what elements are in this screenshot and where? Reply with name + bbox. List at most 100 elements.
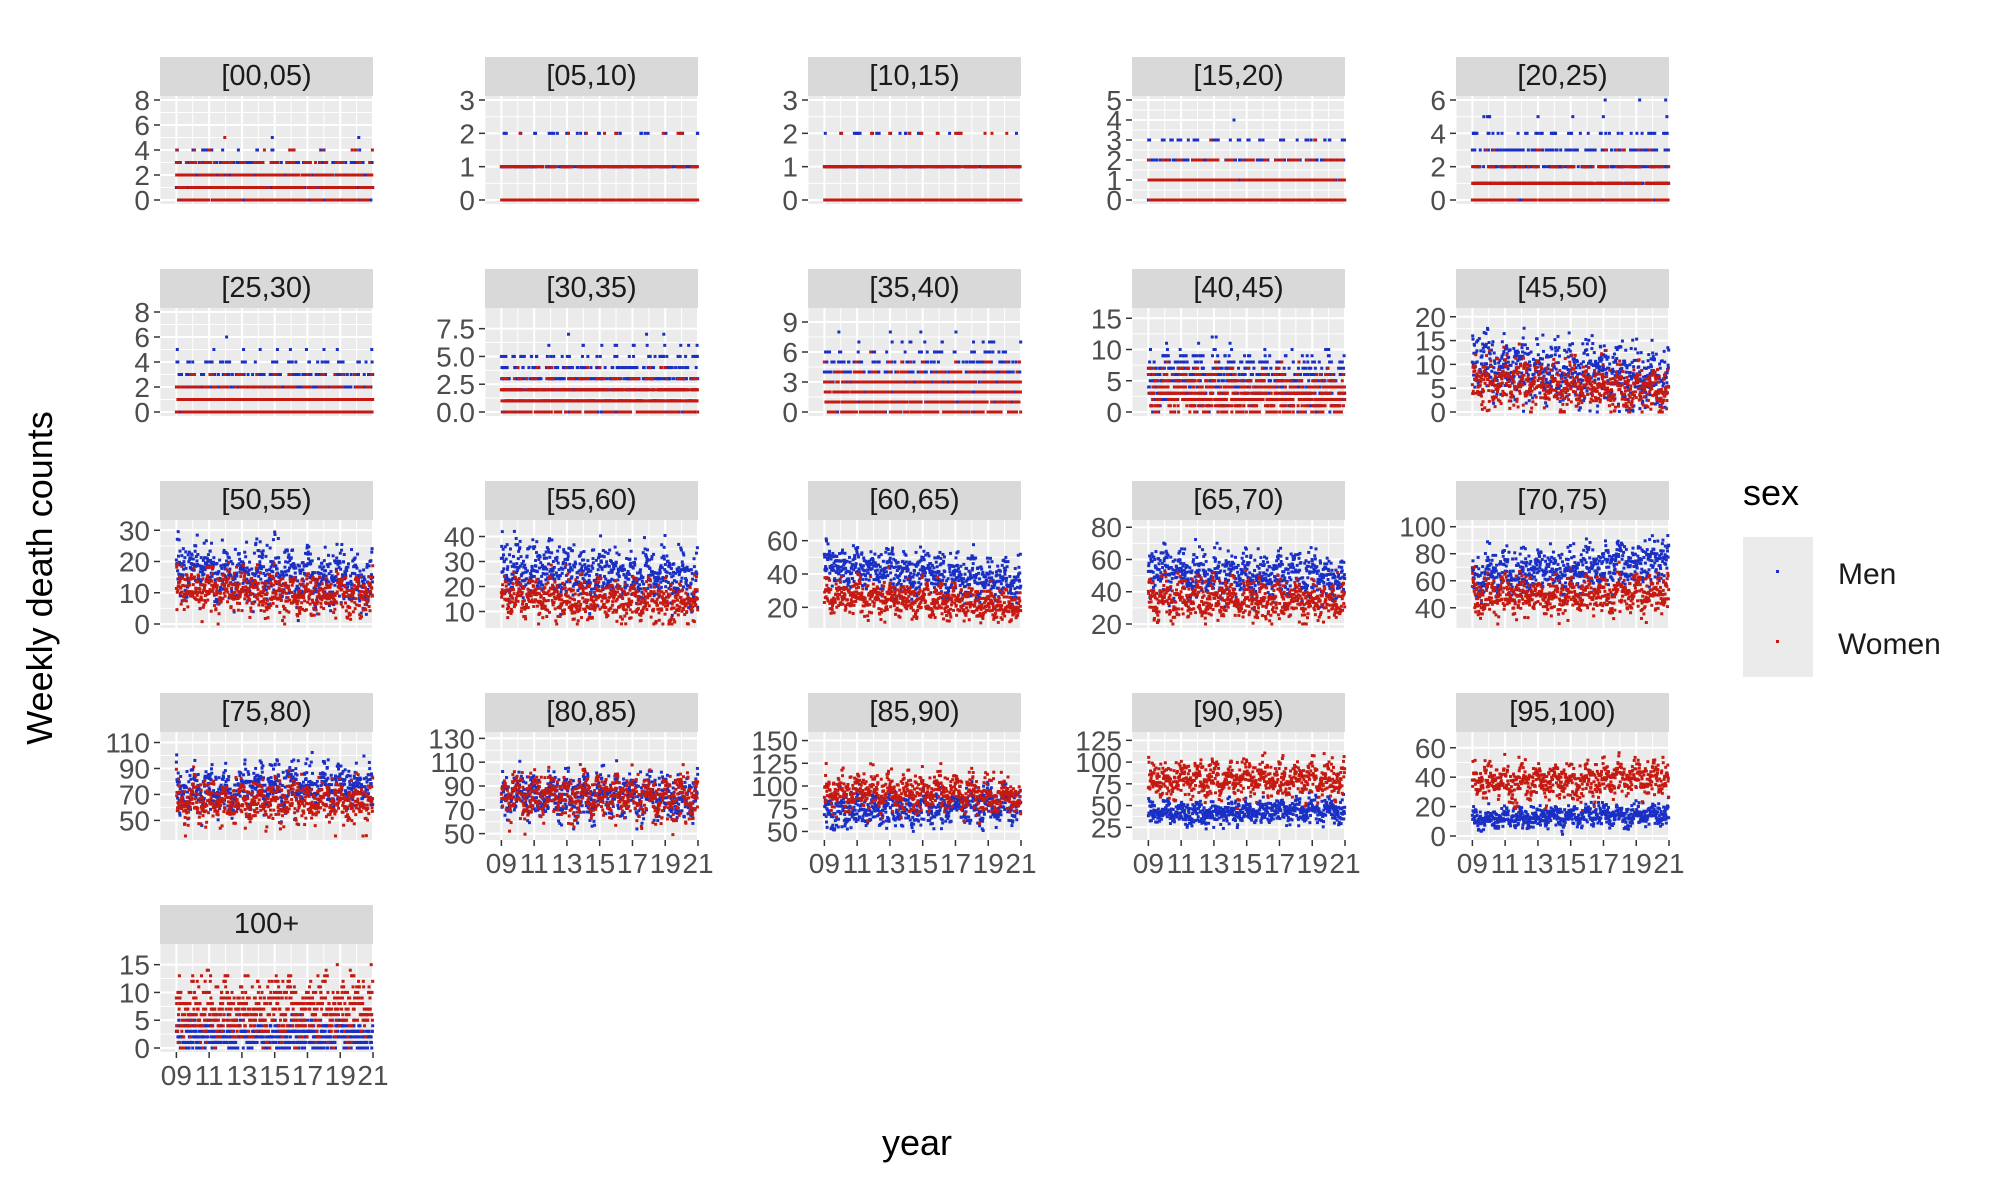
women-point — [194, 161, 197, 164]
women-point — [325, 161, 328, 164]
men-point — [271, 149, 274, 152]
women-point — [341, 161, 344, 164]
men-point — [878, 132, 881, 135]
women-point — [696, 199, 699, 202]
women-point — [199, 161, 202, 164]
women-point — [996, 165, 999, 168]
facet-strip-label: [00,05) — [221, 60, 311, 92]
women-point — [960, 132, 963, 135]
men-point — [1343, 139, 1346, 142]
men-point — [271, 136, 274, 139]
women-point — [261, 161, 264, 164]
women-point — [354, 186, 357, 189]
facet-strip-label: [15,20) — [1193, 60, 1283, 92]
men-point — [1217, 139, 1220, 142]
men-point — [556, 132, 559, 135]
women-point — [175, 149, 178, 152]
women-point — [1019, 199, 1022, 202]
women-point — [366, 199, 369, 202]
women-point — [541, 165, 544, 168]
men-point — [1148, 139, 1151, 142]
men-point — [905, 132, 908, 135]
men-point — [534, 132, 537, 135]
y-tick-label: 3 — [459, 85, 475, 116]
women-point — [621, 165, 624, 168]
women-point — [888, 132, 891, 135]
women-point — [585, 132, 588, 135]
women-point — [177, 161, 180, 164]
women-point — [355, 199, 358, 202]
women-point — [1200, 159, 1203, 162]
men-point — [1196, 139, 1199, 142]
women-point — [313, 174, 316, 177]
women-point — [571, 165, 574, 168]
women-point — [984, 132, 987, 135]
women-point — [960, 165, 963, 168]
women-point — [320, 199, 323, 202]
men-point — [598, 132, 601, 135]
men-point — [1248, 139, 1251, 142]
women-point — [990, 132, 993, 135]
women-point — [331, 174, 334, 177]
women-point — [190, 199, 193, 202]
y-tick-label: 2 — [782, 118, 798, 149]
men-point — [1187, 139, 1190, 142]
men-point — [1179, 139, 1182, 142]
women-point — [335, 161, 338, 164]
women-point — [567, 132, 570, 135]
women-point — [361, 174, 364, 177]
women-point — [264, 186, 267, 189]
men-point — [1155, 159, 1158, 162]
facet-strip-label: [05,10) — [546, 60, 636, 92]
women-point — [263, 149, 266, 152]
women-point — [309, 174, 312, 177]
women-point — [256, 161, 259, 164]
women-point — [251, 174, 254, 177]
women-point — [259, 161, 262, 164]
women-point — [281, 174, 284, 177]
women-point — [662, 132, 665, 135]
men-point — [221, 149, 224, 152]
women-point — [897, 165, 900, 168]
women-point — [976, 165, 979, 168]
women-point — [319, 161, 322, 164]
facet-panels: [00,05)02468[05,10)0123[10,15)0123[15,20… — [105, 57, 1684, 1091]
women-point — [554, 165, 557, 168]
women-point — [519, 132, 522, 135]
women-point — [208, 149, 211, 152]
y-tick-label: 5 — [1106, 85, 1122, 116]
women-point — [892, 165, 895, 168]
women-point — [359, 161, 362, 164]
women-point — [878, 165, 881, 168]
women-point — [302, 174, 305, 177]
men-point — [579, 132, 582, 135]
women-point — [683, 165, 686, 168]
women-point — [237, 199, 240, 202]
women-point — [223, 136, 226, 139]
men-point — [1310, 139, 1313, 142]
y-tick-label: 3 — [782, 85, 798, 116]
women-point — [1147, 159, 1150, 162]
women-point — [370, 174, 373, 177]
women-point — [342, 174, 345, 177]
women-point — [840, 132, 843, 135]
men-point — [1282, 139, 1285, 142]
men-point — [948, 132, 951, 135]
men-point — [1328, 139, 1331, 142]
women-point — [276, 174, 279, 177]
women-point — [1180, 159, 1183, 162]
y-tick-label: 0 — [459, 185, 475, 216]
women-point — [273, 161, 276, 164]
women-point — [931, 165, 934, 168]
women-point — [925, 165, 928, 168]
men-point — [1306, 139, 1309, 142]
women-point — [1162, 159, 1165, 162]
women-point — [1018, 165, 1021, 168]
women-point — [916, 165, 919, 168]
women-point — [908, 132, 911, 135]
women-point — [315, 186, 318, 189]
women-point — [273, 186, 276, 189]
women-point — [288, 149, 291, 152]
